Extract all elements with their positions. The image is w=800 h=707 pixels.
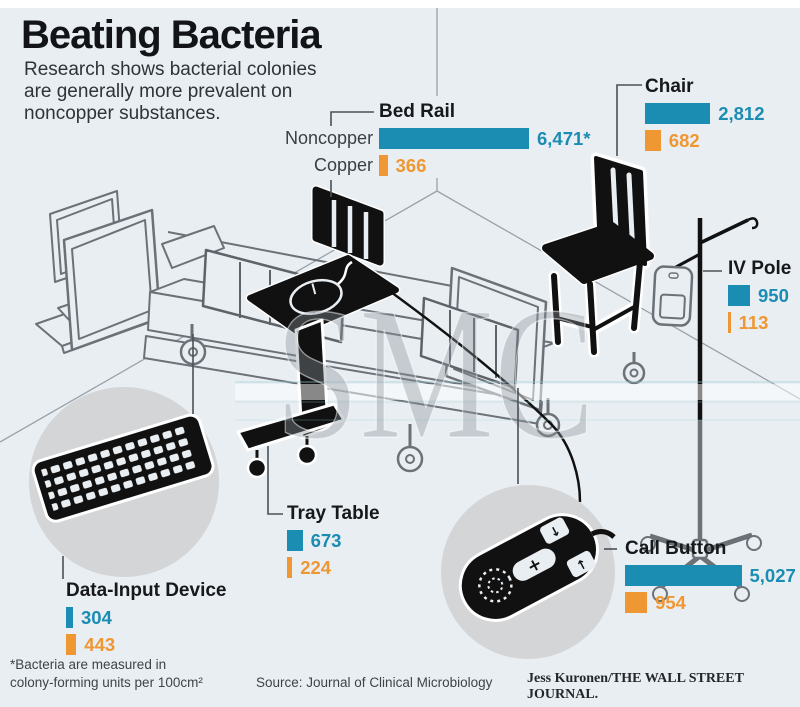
plus-button [512, 548, 556, 581]
copper-row-label: Copper [313, 155, 373, 175]
top-margin-strip [0, 0, 800, 8]
chair-bracket [616, 84, 642, 156]
noncopper-bar [379, 128, 529, 149]
noncopper-bar [728, 285, 750, 306]
iv-bag [651, 265, 694, 327]
noncopper-value: 673 [310, 529, 342, 551]
watermark-text: SMC [275, 269, 595, 479]
pillow [161, 225, 225, 269]
tray-base [236, 402, 346, 452]
noncopper-bar [625, 565, 742, 586]
copper-value: 954 [655, 591, 686, 613]
copper-bar [66, 634, 77, 655]
down-arrow-button [540, 517, 570, 544]
leader-lines [62, 84, 722, 579]
copper-value: 443 [84, 633, 116, 655]
speaker-icon [478, 568, 513, 603]
copper-bar [287, 557, 293, 578]
call-button-illustration: + ↓ ↑ [458, 513, 616, 622]
copper-value: 224 [300, 556, 332, 578]
noncopper-row-label: Noncopper [285, 128, 374, 148]
copper-bar [645, 130, 661, 151]
noncopper-bar [66, 607, 73, 628]
chart-item-title: Call Button [625, 538, 727, 559]
chart-group-bed-rail: Bed Rail Noncopper 6,471* Copper 366 [285, 101, 591, 182]
chart-item-title: Tray Table [287, 503, 380, 524]
chair-seat [542, 222, 654, 284]
bed-rail-highlight [311, 185, 385, 267]
footnote: *Bacteria are measured in colony-forming… [10, 657, 203, 690]
chart-group-data-input-device: Data-Input Device 304 443 [66, 580, 226, 661]
bed-rail-bracket [330, 111, 374, 126]
chart-item-title: Data-Input Device [66, 580, 227, 601]
copper-value: 113 [738, 311, 769, 333]
copper-bar [379, 155, 388, 176]
noncopper-bar [287, 530, 303, 551]
tray-table-bracket [267, 446, 283, 515]
keyboard-illustration [31, 413, 215, 523]
page-title: Beating Bacteria [21, 13, 322, 57]
noncopper-bar [645, 103, 711, 124]
noncopper-value: 304 [81, 606, 112, 628]
subtitle: Research shows bacterial colonies are ge… [24, 59, 317, 125]
chart-item-title: IV Pole [728, 258, 792, 279]
chart-group-chair: Chair 2,812 682 [645, 76, 764, 157]
copper-value: 366 [395, 154, 427, 176]
chart-group-call-button: Call Button 5,027 954 [625, 538, 796, 619]
chart-group-tray-table: Tray Table 673 224 [287, 503, 380, 584]
tray-table-illustration [236, 253, 582, 503]
iv-hook [747, 217, 759, 230]
source-line: Source: Journal of Clinical Microbiology [256, 675, 493, 690]
copper-value: 682 [668, 129, 700, 151]
chart-item-title: Bed Rail [379, 101, 456, 122]
chair-illustration [540, 152, 656, 358]
call-button-on-tray [289, 278, 343, 316]
noncopper-value: 950 [758, 284, 789, 306]
chart-group-iv-pole: IV Pole 950 113 [728, 258, 791, 339]
credit-line: Jess Kuronen/THE WALL STREET JOURNAL. [527, 671, 744, 702]
chart-item-title: Chair [645, 76, 694, 97]
noncopper-value: 2,812 [718, 102, 765, 124]
copper-bar [728, 312, 731, 333]
noncopper-value: 6,471* [537, 127, 591, 149]
copper-bar [625, 592, 648, 613]
noncopper-value: 5,027 [749, 564, 796, 586]
up-arrow-button [566, 550, 596, 578]
